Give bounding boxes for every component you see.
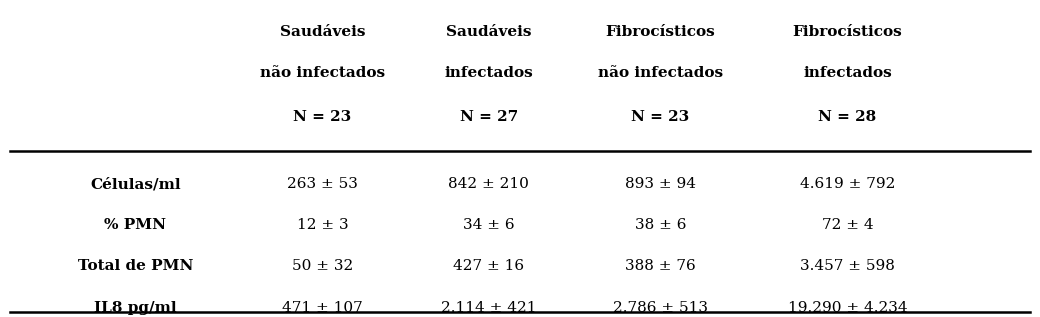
Text: não infectados: não infectados xyxy=(260,66,385,80)
Text: 893 ± 94: 893 ± 94 xyxy=(625,178,696,191)
Text: 4.619 ± 792: 4.619 ± 792 xyxy=(800,178,895,191)
Text: Fibrocísticos: Fibrocísticos xyxy=(792,24,903,39)
Text: 427 ± 16: 427 ± 16 xyxy=(453,260,524,274)
Text: % PMN: % PMN xyxy=(104,218,166,232)
Text: 2.786 ± 513: 2.786 ± 513 xyxy=(613,301,708,315)
Text: infectados: infectados xyxy=(444,66,534,80)
Text: 50 ± 32: 50 ± 32 xyxy=(292,260,353,274)
Text: 842 ± 210: 842 ± 210 xyxy=(448,178,529,191)
Text: N = 23: N = 23 xyxy=(293,110,352,124)
Text: infectados: infectados xyxy=(803,66,892,80)
Text: N = 23: N = 23 xyxy=(631,110,690,124)
Text: Saudáveis: Saudáveis xyxy=(446,24,531,39)
Text: Saudáveis: Saudáveis xyxy=(280,24,365,39)
Text: IL8 pg/ml: IL8 pg/ml xyxy=(94,301,177,315)
Text: 3.457 ± 598: 3.457 ± 598 xyxy=(800,260,895,274)
Text: 34 ± 6: 34 ± 6 xyxy=(463,218,515,232)
Text: N = 27: N = 27 xyxy=(460,110,518,124)
Text: 72 ± 4: 72 ± 4 xyxy=(822,218,874,232)
Text: 38 ± 6: 38 ± 6 xyxy=(634,218,686,232)
Text: Total de PMN: Total de PMN xyxy=(78,260,192,274)
Text: 12 ± 3: 12 ± 3 xyxy=(296,218,348,232)
Text: 388 ± 76: 388 ± 76 xyxy=(625,260,696,274)
Text: 263 ± 53: 263 ± 53 xyxy=(287,178,358,191)
Text: Células/ml: Células/ml xyxy=(89,178,181,191)
Text: 471 ± 107: 471 ± 107 xyxy=(282,301,363,315)
Text: 2.114 ± 421: 2.114 ± 421 xyxy=(441,301,537,315)
Text: N = 28: N = 28 xyxy=(818,110,877,124)
Text: não infectados: não infectados xyxy=(598,66,723,80)
Text: Fibrocísticos: Fibrocísticos xyxy=(605,24,716,39)
Text: 19.290 ± 4.234: 19.290 ± 4.234 xyxy=(787,301,908,315)
